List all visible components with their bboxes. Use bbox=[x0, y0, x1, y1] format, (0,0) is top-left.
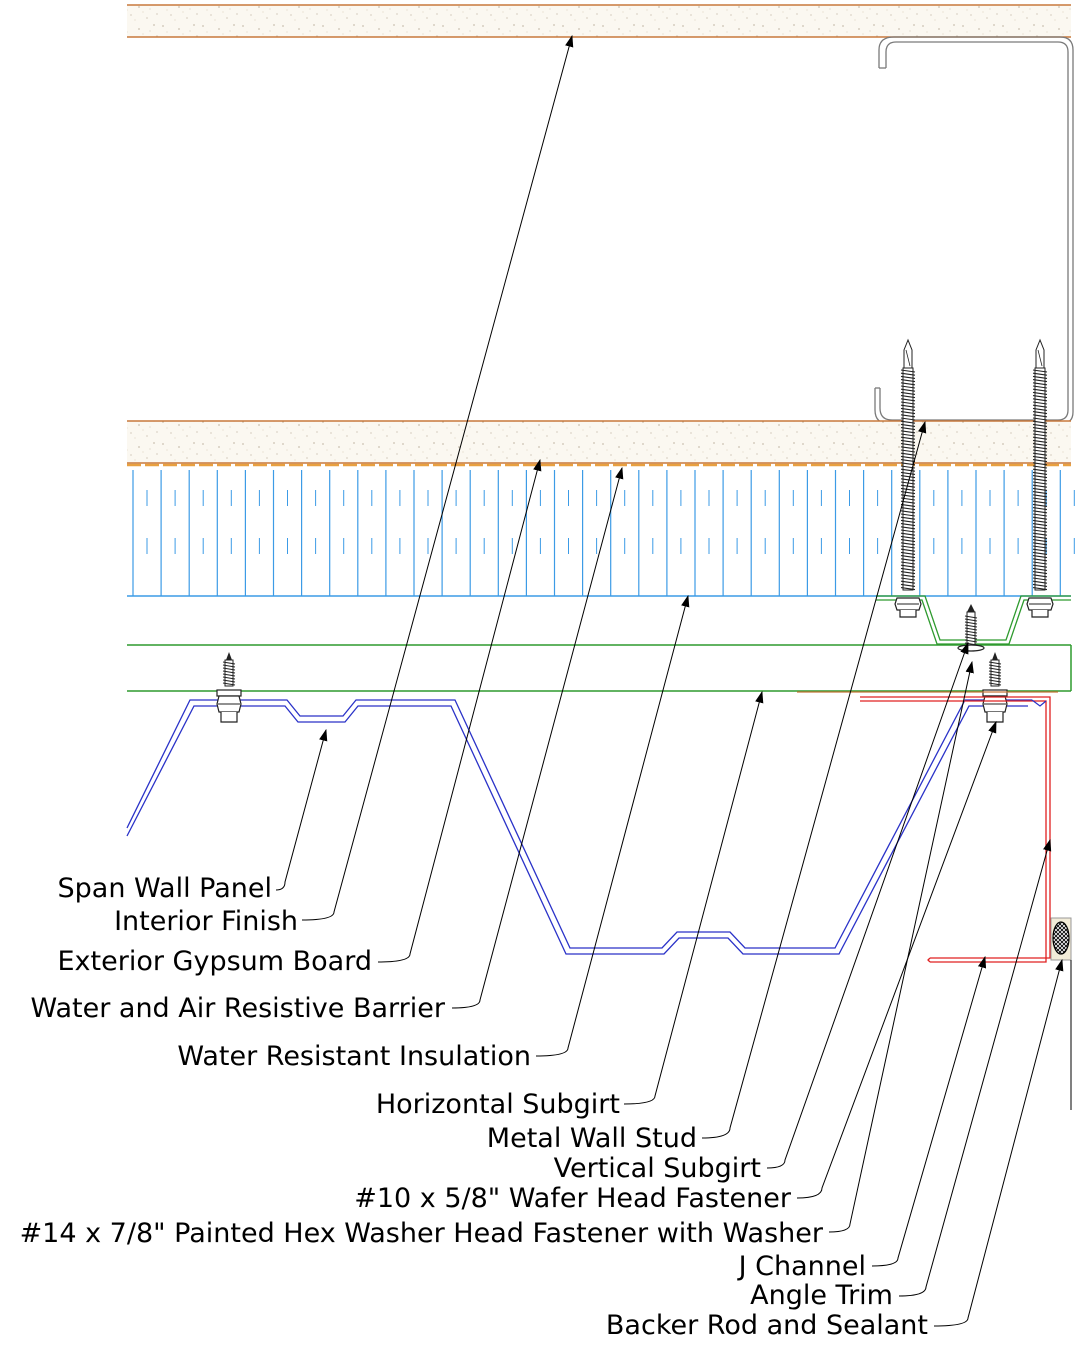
label-backer-rod-sealant: Backer Rod and Sealant bbox=[606, 1310, 928, 1341]
leader-exterior-gypsum-board bbox=[378, 460, 540, 962]
leader-horizontal-subgirt bbox=[624, 692, 762, 1104]
leader-backer-rod-sealant bbox=[934, 960, 1062, 1326]
leader-span-wall-panel bbox=[276, 730, 326, 890]
label-water-resistant-insulation: Water Resistant Insulation bbox=[177, 1041, 531, 1072]
label-interior-finish: Interior Finish bbox=[114, 906, 298, 937]
hex-head-fastener-long-1 bbox=[895, 340, 921, 617]
horizontal-subgirt bbox=[127, 645, 1071, 691]
label-angle-trim: Angle Trim bbox=[750, 1280, 893, 1311]
leader-vertical-subgirt bbox=[767, 643, 968, 1168]
label-metal-wall-stud: Metal Wall Stud bbox=[487, 1123, 697, 1154]
panel-fastener-left bbox=[217, 652, 241, 722]
label-exterior-gypsum-board: Exterior Gypsum Board bbox=[58, 946, 373, 977]
leader-water-resistant-insulation bbox=[536, 596, 688, 1056]
callout-labels: Span Wall Panel Interior Finish Exterior… bbox=[20, 873, 928, 1341]
label-vertical-subgirt: Vertical Subgirt bbox=[554, 1153, 761, 1184]
label-water-air-barrier: Water and Air Resistive Barrier bbox=[31, 993, 446, 1024]
leader-j-channel bbox=[872, 957, 985, 1266]
hex-head-fastener-long-2 bbox=[1027, 340, 1053, 617]
angle-trim bbox=[797, 692, 1058, 962]
label-hex-washer-fastener: #14 x 7/8" Painted Hex Washer Head Faste… bbox=[20, 1218, 824, 1249]
label-horizontal-subgirt: Horizontal Subgirt bbox=[376, 1089, 620, 1120]
leader-angle-trim bbox=[899, 840, 1050, 1296]
label-j-channel: J Channel bbox=[737, 1251, 866, 1282]
backer-rod-sealant bbox=[1051, 918, 1071, 960]
label-wafer-head-fastener: #10 x 5/8" Wafer Head Fastener bbox=[354, 1183, 792, 1214]
label-span-wall-panel: Span Wall Panel bbox=[58, 873, 272, 904]
water-resistant-insulation-layer bbox=[127, 470, 1074, 596]
exterior-gypsum-board-layer bbox=[127, 421, 1071, 463]
leader-hex-washer-fastener bbox=[829, 662, 972, 1232]
leader-wafer-head-fastener bbox=[797, 722, 996, 1198]
panel-fastener-right bbox=[983, 652, 1007, 722]
interior-finish-layer bbox=[127, 5, 1071, 37]
leader-interior-finish bbox=[302, 36, 572, 920]
